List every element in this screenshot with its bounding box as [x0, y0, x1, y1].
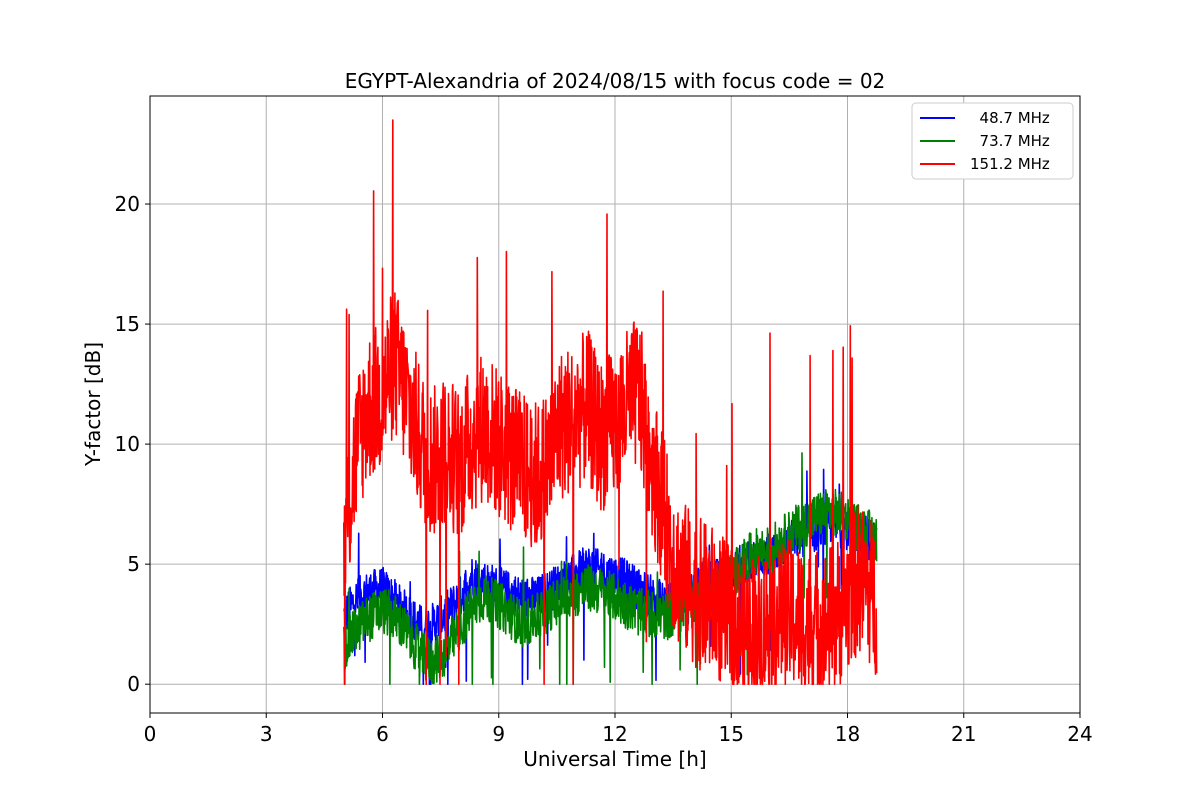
- x-tick-label: 6: [376, 722, 389, 746]
- x-tick-label: 15: [719, 722, 744, 746]
- legend-frame: [911, 102, 1074, 180]
- x-tick-label: 0: [144, 722, 157, 746]
- ticks: 0 3 6 9 12 15 18 21 24 0 5 10 15 20: [115, 192, 1093, 746]
- x-tick-label: 3: [260, 722, 273, 746]
- y-axis-label: Y-factor [dB]: [81, 342, 105, 467]
- x-tick-label: 24: [1067, 722, 1092, 746]
- legend-label: 151.2 MHz: [970, 155, 1050, 173]
- y-tick-label: 20: [115, 192, 140, 216]
- series-line-1: [343, 452, 878, 686]
- y-tick-label: 10: [115, 432, 140, 456]
- y-tick-label: 0: [127, 672, 140, 696]
- legend-label: 48.7 MHz: [970, 109, 1050, 127]
- legend-label: 73.7 MHz: [970, 132, 1050, 150]
- x-tick-label: 9: [492, 722, 505, 746]
- x-tick-label: 18: [835, 722, 860, 746]
- x-tick-label: 21: [951, 722, 976, 746]
- y-tick-label: 5: [127, 552, 140, 576]
- x-axis-label: Universal Time [h]: [523, 747, 706, 771]
- series-layer: [342, 119, 878, 686]
- chart-title: EGYPT-Alexandria of 2024/08/15 with focu…: [345, 69, 886, 93]
- y-tick-label: 15: [115, 312, 140, 336]
- legend: 48.7 MHz 73.7 MHz 151.2 MHz: [911, 102, 1074, 180]
- x-tick-label: 12: [602, 722, 627, 746]
- series-line-2: [342, 119, 878, 686]
